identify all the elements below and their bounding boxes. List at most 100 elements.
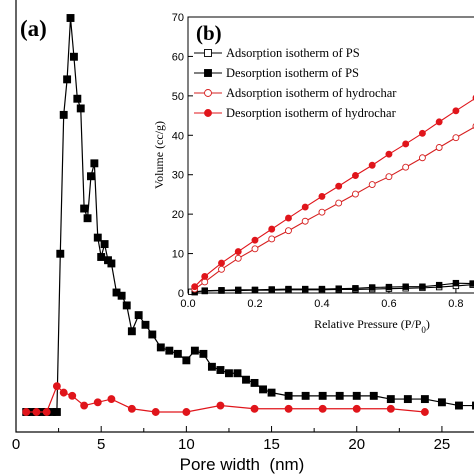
panel-a-series-1-point bbox=[93, 398, 102, 407]
panel-b-y-tick-label: 20 bbox=[172, 209, 184, 221]
panel-b-series bbox=[188, 95, 474, 296]
panel-b-x-tick-label: 0.4 bbox=[314, 298, 329, 310]
panel-a-series-1-point bbox=[216, 401, 225, 410]
panel-b-x-axis-title: Relative Pressure (P/P0) bbox=[314, 317, 430, 335]
panel-a-series-1-point bbox=[59, 388, 68, 397]
panel-b-y-tick-label: 70 bbox=[172, 12, 184, 24]
panel-a-series-0-point bbox=[301, 391, 310, 400]
panel-b-series-3-point bbox=[218, 259, 225, 267]
panel-b-series-3-point bbox=[191, 283, 199, 291]
panel-b-series-2-point bbox=[368, 181, 376, 189]
panel-b-series-3-point bbox=[452, 107, 460, 115]
panel-a-frame bbox=[15, 0, 474, 433]
panel-b-background bbox=[188, 10, 474, 320]
panel-a-series-0-point bbox=[250, 378, 259, 387]
x-title-main: Relative Pressure (P/P bbox=[314, 317, 422, 331]
panel-a-series-0-point bbox=[90, 159, 99, 168]
panel-b-series-1-point bbox=[469, 280, 474, 287]
panel-b-series-2-point bbox=[318, 208, 326, 216]
panel-b-y-ticks: 0 10 20 30 40 50 60 70 bbox=[172, 12, 193, 300]
panel-a-series-0-point bbox=[73, 94, 82, 103]
panel-a-series-0-point bbox=[87, 172, 95, 181]
panel-a-series-0-point bbox=[284, 391, 293, 400]
panel-b-series-2-point bbox=[268, 235, 276, 243]
legend-label: Adsorption isotherm of hydrochar bbox=[226, 86, 397, 100]
x-title-close: ) bbox=[426, 317, 430, 331]
panel-a-series-0-point bbox=[233, 369, 242, 378]
panel-a-series-0-point bbox=[173, 349, 182, 358]
panel-b-series-1-point bbox=[235, 286, 242, 294]
panel-a-series-1-point bbox=[42, 408, 51, 416]
panel-b-series-1-point bbox=[218, 287, 225, 294]
panel-a-x-tick-label: 20 bbox=[348, 436, 365, 453]
panel-a-series-0-point bbox=[127, 327, 136, 336]
panel-a-series-1-point bbox=[250, 404, 259, 413]
panel-a-letter: (a) bbox=[20, 16, 47, 41]
panel-b-series-2-point bbox=[435, 144, 443, 151]
panel-a-series-1-point bbox=[182, 408, 191, 416]
legend-marker bbox=[204, 69, 212, 77]
panel-a-series-0-point bbox=[69, 52, 78, 61]
legend-label: Adsorption isotherm of PS bbox=[226, 46, 360, 60]
panel-b-x-tick-label: 0.2 bbox=[247, 298, 262, 310]
panel-b-frame bbox=[187, 16, 474, 294]
panel-b-series-3-point bbox=[234, 248, 242, 256]
panel-a-series-0-point bbox=[318, 391, 327, 400]
panel-a-series-0-point bbox=[225, 369, 233, 378]
panel-a-series-0-point bbox=[97, 253, 106, 261]
panel-a-series-0-point bbox=[107, 259, 116, 268]
panel-b-x-tick-label: 0.8 bbox=[448, 298, 463, 310]
panel-b-inset: 0 10 20 30 40 50 60 70 0.0 0.2 0.4 0.6 0.8 Adsorpti… bbox=[152, 10, 474, 335]
panel-b-x-tick-label: 0.6 bbox=[381, 298, 396, 310]
panel-b-series-2-point bbox=[351, 190, 359, 198]
panel-b-series-1-point bbox=[268, 286, 275, 293]
panel-b-y-tick-label: 50 bbox=[172, 91, 184, 103]
panel-b-y-tick-label: 60 bbox=[172, 51, 184, 63]
panel-b-series-1-point bbox=[435, 281, 443, 289]
panel-a-series-0-point bbox=[455, 401, 463, 410]
panel-a-x-tick-label: 0 bbox=[12, 436, 20, 453]
panel-b-y-tick-label: 30 bbox=[172, 170, 184, 182]
panel-b-series-2-point bbox=[452, 134, 460, 142]
panel-b-series-2-point bbox=[251, 245, 259, 253]
panel-b-series-3-point bbox=[251, 236, 259, 244]
panel-a-series-1-point bbox=[52, 382, 61, 391]
panel-a-x-tick-label: 5 bbox=[97, 436, 105, 453]
panel-a-x-tick-label: 25 bbox=[434, 436, 451, 453]
panel-b-series-3-point bbox=[201, 272, 209, 280]
panel-b-series-3-point bbox=[335, 182, 343, 190]
panel-a-series-0-point bbox=[165, 346, 174, 355]
panel-a-series-0-point bbox=[267, 388, 276, 397]
panel-a-series-0-point bbox=[386, 395, 395, 404]
panel-b-series-2-point bbox=[335, 199, 343, 207]
panel-a-series-1-point bbox=[127, 404, 136, 413]
panel-b-series-3-point bbox=[351, 172, 359, 179]
panel-b-series-2-point bbox=[402, 163, 410, 171]
panel-b-series-3-point bbox=[435, 118, 443, 126]
panel-a-series-0-point bbox=[242, 375, 250, 384]
panel-b-series-2-point bbox=[301, 217, 309, 225]
panel-b-series-3-point bbox=[402, 140, 410, 148]
legend-marker bbox=[204, 89, 212, 97]
panel-b-y-axis-title: Volume (cc/g) bbox=[152, 121, 166, 189]
panel-b-series-3-point bbox=[285, 214, 292, 222]
panel-b-series-3-point bbox=[368, 161, 376, 169]
panel-a-series-0-point bbox=[259, 385, 267, 394]
panel-b-series-2-point bbox=[234, 254, 242, 262]
panel-a-series-0-point bbox=[93, 233, 102, 242]
panel-b-series-1-point bbox=[402, 283, 409, 290]
panel-a: 0 5 10 15 20 25 (a) Pore width (nm) bbox=[12, 0, 474, 474]
panel-a-series-0-point bbox=[352, 391, 361, 400]
panel-a-series-1-point bbox=[352, 404, 361, 413]
panel-b-series-2-point bbox=[418, 154, 426, 162]
panel-a-x-tick-label: 15 bbox=[263, 436, 280, 453]
panel-a-series-0-point bbox=[100, 240, 109, 249]
panel-a-series-0-point bbox=[369, 391, 378, 400]
panel-a-series-0-point bbox=[190, 346, 199, 355]
panel-a-series-0-point bbox=[117, 291, 126, 300]
panel-a-series-1-point bbox=[420, 408, 429, 416]
panel-a-series-0-point bbox=[216, 366, 225, 374]
panel-b-x-tick-label: 0.0 bbox=[180, 298, 195, 310]
panel-a-x-ticks: 0 5 10 15 20 25 bbox=[12, 426, 450, 453]
panel-a-series-0-point bbox=[182, 356, 191, 365]
